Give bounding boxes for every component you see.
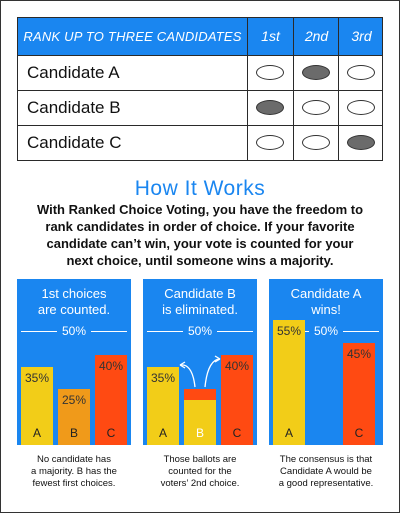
bar-c: 45% C (343, 343, 375, 445)
bar-value: 40% (224, 359, 250, 373)
round-1-panel: 1st choices are counted. 50% 35% A 25% B… (17, 279, 131, 445)
bar-value: 35% (24, 371, 50, 385)
bar-value: 40% (98, 359, 124, 373)
ballot-divider (338, 18, 339, 160)
bar-category: C (232, 426, 242, 440)
bar-b-eliminated: B (184, 389, 216, 445)
bar-category: C (354, 426, 364, 440)
bar-b-redistributed-part (184, 400, 216, 445)
ballot-row-divider (18, 90, 382, 91)
arrowhead-a (179, 361, 186, 369)
rank-3rd-header: 3rd (351, 28, 372, 44)
caption-line: Those ballots are (163, 454, 237, 465)
panel-title-line: wins! (311, 302, 341, 317)
bubble-b-1st-filled[interactable] (256, 100, 284, 115)
round-3-title: Candidate A wins! (269, 286, 383, 318)
arrow-to-c (204, 358, 221, 388)
round-3-caption: The consensus is that Candidate A would … (264, 454, 388, 490)
bar-value: 55% (276, 324, 302, 338)
round-1-title: 1st choices are counted. (17, 286, 131, 318)
panel-title-line: are counted. (37, 302, 111, 317)
rank-1st-header: 1st (261, 28, 280, 44)
bar-a: 35% A (21, 367, 53, 445)
bar-a: 35% A (147, 367, 179, 445)
caption-line: voters’ 2nd choice. (160, 478, 240, 489)
bar-value: 25% (61, 393, 87, 407)
bubble-b-3rd[interactable] (347, 100, 375, 115)
bubble-a-3rd[interactable] (347, 65, 375, 80)
panel-title-line: is eliminated. (162, 302, 238, 317)
caption-line: No candidate has (37, 454, 111, 465)
panel-title-line: Candidate B (164, 286, 236, 301)
bubble-c-3rd-filled[interactable] (347, 135, 375, 150)
round-2-panel: Candidate B is eliminated. 50% 35% A B 4… (143, 279, 257, 445)
caption-line: fewest first choices. (32, 478, 116, 489)
sample-ballot: RANK UP TO THREE CANDIDATES 1st 2nd 3rd … (17, 17, 383, 161)
bar-category: A (32, 426, 41, 440)
ballot-header: RANK UP TO THREE CANDIDATES 1st 2nd 3rd (18, 18, 382, 55)
caption-line: a good representative. (278, 478, 374, 489)
arrow-to-a (179, 364, 196, 388)
majority-label: 50% (309, 324, 343, 339)
panel-title-line: 1st choices (41, 286, 107, 301)
bar-category: A (284, 426, 293, 440)
round-2-title: Candidate B is eliminated. (143, 286, 257, 318)
panel-title-line: Candidate A (290, 286, 362, 301)
arrowhead-c (214, 355, 221, 363)
bar-value: 35% (150, 371, 176, 385)
candidate-a-label: Candidate A (27, 63, 120, 82)
bar-a-winner: 55% A (273, 320, 305, 445)
rank-2nd-header: 2nd (304, 28, 329, 44)
ballot-row-divider (18, 125, 382, 126)
ballot-row-divider (18, 55, 382, 56)
caption-line: counted for the (168, 466, 232, 477)
caption-line: Candidate A would be (280, 466, 372, 477)
bubble-b-2nd[interactable] (302, 100, 330, 115)
ballot-title: RANK UP TO THREE CANDIDATES (23, 29, 242, 44)
bubble-a-2nd-filled[interactable] (302, 65, 330, 80)
redistribution-arrows (179, 355, 221, 388)
bar-category: B (69, 426, 78, 440)
caption-line: a majority. B has the (31, 466, 117, 477)
bar-value: 45% (346, 347, 372, 361)
bar-b: 25% B (58, 389, 90, 445)
majority-label: 50% (183, 324, 217, 339)
bar-c: 40% C (221, 355, 253, 445)
bubble-c-2nd[interactable] (302, 135, 330, 150)
how-it-works-body: With Ranked Choice Voting, you have the … (36, 202, 364, 268)
majority-label: 50% (57, 324, 91, 339)
bar-category: A (158, 426, 167, 440)
round-3-panel: Candidate A wins! 50% 55% A 45% C (269, 279, 383, 445)
round-2-caption: Those ballots are counted for the voters… (138, 454, 262, 490)
ballot-divider (247, 18, 248, 160)
candidate-b-label: Candidate B (27, 98, 121, 117)
ballot-divider (293, 18, 294, 160)
bubble-a-1st[interactable] (256, 65, 284, 80)
bubble-c-1st[interactable] (256, 135, 284, 150)
bar-category: B (195, 426, 204, 440)
how-it-works-title: How It Works (134, 177, 266, 200)
caption-line: The consensus is that (279, 454, 373, 465)
candidate-c-label: Candidate C (27, 133, 122, 152)
bar-c: 40% C (95, 355, 127, 445)
bar-category: C (106, 426, 116, 440)
round-1-caption: No candidate has a majority. B has the f… (12, 454, 136, 490)
